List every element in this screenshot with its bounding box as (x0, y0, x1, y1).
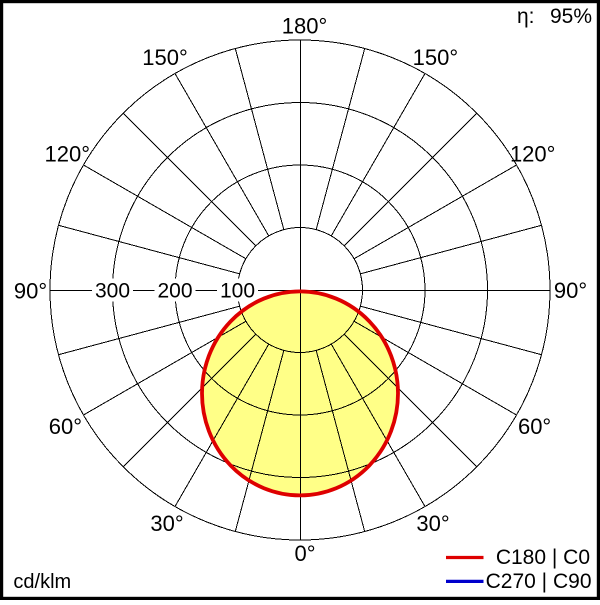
svg-text:95%: 95% (550, 5, 592, 28)
svg-text:300: 300 (95, 280, 130, 303)
svg-text:100: 100 (220, 280, 255, 303)
svg-text:60°: 60° (518, 414, 551, 439)
svg-text:C180 | C0: C180 | C0 (496, 546, 590, 569)
svg-text:120°: 120° (510, 141, 556, 166)
svg-text:30°: 30° (416, 511, 449, 536)
svg-text:0°: 0° (294, 541, 315, 566)
svg-text:30°: 30° (150, 511, 183, 536)
svg-text:90°: 90° (14, 279, 47, 304)
svg-text:120°: 120° (45, 141, 91, 166)
svg-text:90°: 90° (554, 278, 587, 303)
svg-text:60°: 60° (49, 414, 82, 439)
svg-text:150°: 150° (142, 45, 188, 70)
svg-text:150°: 150° (413, 45, 459, 70)
svg-text:cd/klm: cd/klm (13, 571, 71, 593)
svg-text:180°: 180° (282, 13, 328, 38)
svg-text:η:: η: (517, 5, 535, 28)
svg-text:C270 | C90: C270 | C90 (486, 570, 592, 593)
svg-text:200: 200 (157, 280, 192, 303)
